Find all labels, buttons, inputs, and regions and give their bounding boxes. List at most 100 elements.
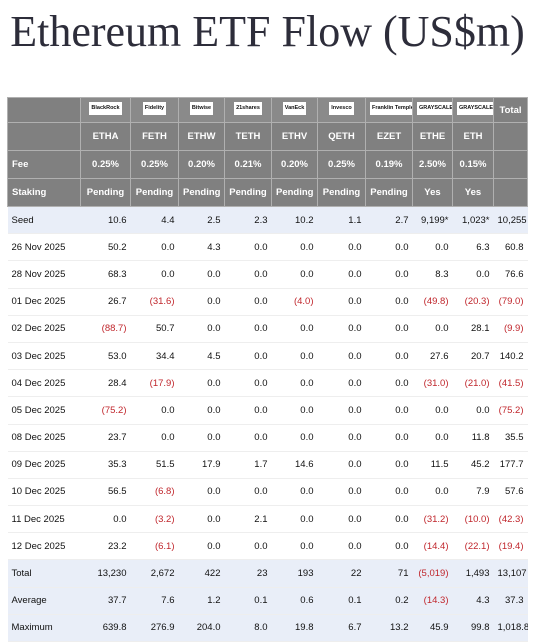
flow-value: 0.2 <box>365 587 413 615</box>
flow-value: 0.0 <box>365 532 413 561</box>
flow-value: 0.0 <box>224 369 272 398</box>
flow-value: 0.0 <box>178 532 225 561</box>
flow-value: 0.0 <box>452 260 494 289</box>
row-label: 03 Dec 2025 <box>7 342 81 371</box>
row-label: 11 Dec 2025 <box>7 505 81 534</box>
flow-value: 13,107 <box>493 559 528 588</box>
fund-logo: Invesco <box>329 102 354 115</box>
fee-value: 2.50% <box>412 150 453 179</box>
fee-value: 0.21% <box>224 150 272 179</box>
flow-value: 2.1 <box>224 505 272 534</box>
flow-value: 0.6 <box>271 587 318 615</box>
flow-value: (88.7) <box>80 315 131 343</box>
row-label: 28 Nov 2025 <box>7 260 81 289</box>
flow-value: 177.7 <box>493 451 528 479</box>
flow-value: 0.0 <box>317 260 366 289</box>
flow-value: (3.2) <box>130 505 179 534</box>
logo-cell: Bitwise <box>178 97 225 123</box>
flow-value: 204.0 <box>178 614 225 643</box>
flow-table: BlackRock Fidelity Bitwise 21shares VanEck In… <box>7 97 528 643</box>
logo-cell: GRAYSCALE <box>452 97 494 123</box>
data-row: 05 Dec 2025 (75.2) 0.0 0.0 0.0 0.0 0.0 0.0 0.0 0.… <box>7 396 528 425</box>
row-label: 08 Dec 2025 <box>7 424 81 452</box>
flow-value: 60.8 <box>493 233 528 262</box>
flow-value: (9.9) <box>493 315 528 343</box>
row-label: 26 Nov 2025 <box>7 233 81 262</box>
fund-logo: BlackRock <box>89 102 122 115</box>
flow-value: 34.4 <box>130 342 179 371</box>
fee-row: Fee 0.25% 0.25% 0.20% 0.21% 0.20% 0.25% 0.19% 2.… <box>7 150 528 179</box>
flow-value: 53.0 <box>80 342 131 371</box>
flow-value: 9,199* <box>412 206 453 235</box>
staking-value: Yes <box>452 178 494 207</box>
fee-value: 0.20% <box>178 150 225 179</box>
flow-value: 13.2 <box>365 614 413 643</box>
logo-cell: Invesco <box>317 97 366 123</box>
flow-value: 99.8 <box>452 614 494 643</box>
flow-value: 0.0 <box>224 532 272 561</box>
row-label: 09 Dec 2025 <box>7 451 81 479</box>
flow-value: 0.0 <box>178 288 225 316</box>
flow-value: 0.1 <box>317 587 366 615</box>
flow-value: 0.0 <box>317 342 366 371</box>
flow-value: (20.3) <box>452 288 494 316</box>
staking-value: Pending <box>130 178 179 207</box>
flow-value: 0.0 <box>178 505 225 534</box>
flow-value: 45.9 <box>412 614 453 643</box>
header-cell <box>493 122 528 151</box>
flow-value: 23.7 <box>80 424 131 452</box>
row-label: Fee <box>7 150 81 179</box>
flow-value: 23.2 <box>80 532 131 561</box>
flow-value: 22 <box>317 559 366 588</box>
row-label: 12 Dec 2025 <box>7 532 81 561</box>
data-row: Seed 10.6 4.4 2.5 2.3 10.2 1.1 2.7 9,199* 1,023* 1… <box>7 206 528 235</box>
flow-value: 0.0 <box>452 396 494 425</box>
data-row: 26 Nov 2025 50.2 0.0 4.3 0.0 0.0 0.0 0.0 0.0 6.3 6… <box>7 233 528 262</box>
flow-value: (10.0) <box>452 505 494 534</box>
flow-value: 0.0 <box>365 288 413 316</box>
data-row: 02 Dec 2025 (88.7) 50.7 0.0 0.0 0.0 0.0 0.0 0.0 2… <box>7 315 528 343</box>
fee-value: 0.20% <box>271 150 318 179</box>
logo-cell: VanEck <box>271 97 318 123</box>
row-label: Seed <box>7 206 81 235</box>
flow-value: (17.9) <box>130 369 179 398</box>
fund-logo: GRAYSCALE <box>417 102 452 115</box>
flow-value: 0.0 <box>271 396 318 425</box>
flow-value: 0.0 <box>224 260 272 289</box>
flow-value: 0.0 <box>412 478 453 507</box>
row-label: 10 Dec 2025 <box>7 478 81 507</box>
flow-value: 0.0 <box>224 288 272 316</box>
flow-value: 1,493 <box>452 559 494 588</box>
header-cell <box>7 97 81 123</box>
flow-value: (75.2) <box>493 396 528 425</box>
fee-value: 0.19% <box>365 150 413 179</box>
flow-value: 0.0 <box>317 478 366 507</box>
flow-value: 0.0 <box>178 424 225 452</box>
flow-value: 1,023* <box>452 206 494 235</box>
flow-value: 0.0 <box>317 505 366 534</box>
flow-value: 2.5 <box>178 206 225 235</box>
ticker: ETHE <box>412 122 453 151</box>
flow-value: 0.0 <box>317 288 366 316</box>
flow-value: 0.0 <box>412 424 453 452</box>
flow-value: 76.6 <box>493 260 528 289</box>
row-label: 01 Dec 2025 <box>7 288 81 316</box>
row-label: Staking <box>7 178 81 207</box>
flow-value: 0.0 <box>365 451 413 479</box>
data-row: 11 Dec 2025 0.0 (3.2) 0.0 2.1 0.0 0.0 0.0 (31.2)… <box>7 505 528 534</box>
data-row: 04 Dec 2025 28.4 (17.9) 0.0 0.0 0.0 0.0 0.0 (31.… <box>7 369 528 398</box>
data-row: 10 Dec 2025 56.5 (6.8) 0.0 0.0 0.0 0.0 0.0 0.0 7.… <box>7 478 528 507</box>
flow-value: (49.8) <box>412 288 453 316</box>
flow-value: 0.0 <box>412 315 453 343</box>
flow-value: 8.0 <box>224 614 272 643</box>
flow-value: 11.8 <box>452 424 494 452</box>
logo-cell: Franklin Templeton <box>365 97 413 123</box>
flow-value: 0.0 <box>271 342 318 371</box>
row-label: 04 Dec 2025 <box>7 369 81 398</box>
flow-value: 0.0 <box>224 478 272 507</box>
data-row: 09 Dec 2025 35.3 51.5 17.9 1.7 14.6 0.0 0.0 11.5… <box>7 451 528 479</box>
flow-value: 0.0 <box>317 396 366 425</box>
flow-value: 6.7 <box>317 614 366 643</box>
flow-value: 1.1 <box>317 206 366 235</box>
